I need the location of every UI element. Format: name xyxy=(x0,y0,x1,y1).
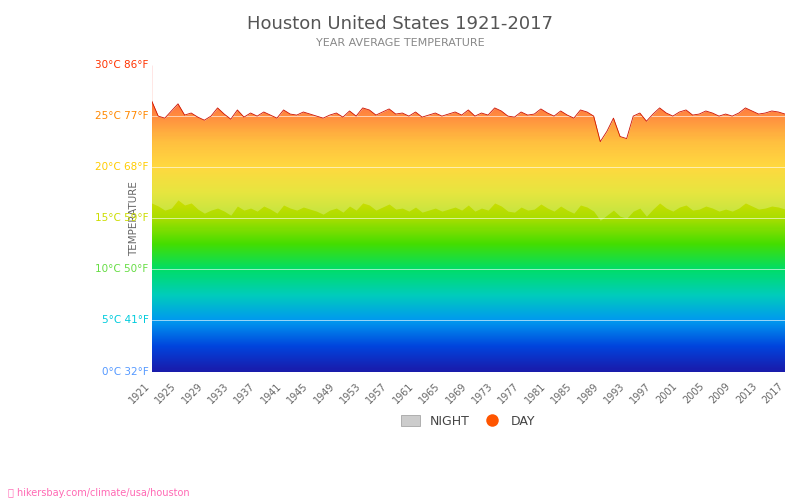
Text: 25°C 77°F: 25°C 77°F xyxy=(95,111,149,121)
Text: 0°C 32°F: 0°C 32°F xyxy=(102,366,149,376)
Text: 🌐 hikersbay.com/climate/usa/houston: 🌐 hikersbay.com/climate/usa/houston xyxy=(8,488,190,498)
Text: 15°C 59°F: 15°C 59°F xyxy=(95,214,149,224)
Text: 20°C 68°F: 20°C 68°F xyxy=(95,162,149,172)
Text: Houston United States 1921-2017: Houston United States 1921-2017 xyxy=(247,15,553,33)
Y-axis label: TEMPERATURE: TEMPERATURE xyxy=(129,181,139,256)
Text: 10°C 50°F: 10°C 50°F xyxy=(95,264,149,274)
Text: YEAR AVERAGE TEMPERATURE: YEAR AVERAGE TEMPERATURE xyxy=(316,38,484,48)
Legend: NIGHT, DAY: NIGHT, DAY xyxy=(396,410,541,432)
Text: 30°C 86°F: 30°C 86°F xyxy=(95,60,149,70)
Text: 5°C 41°F: 5°C 41°F xyxy=(102,316,149,326)
